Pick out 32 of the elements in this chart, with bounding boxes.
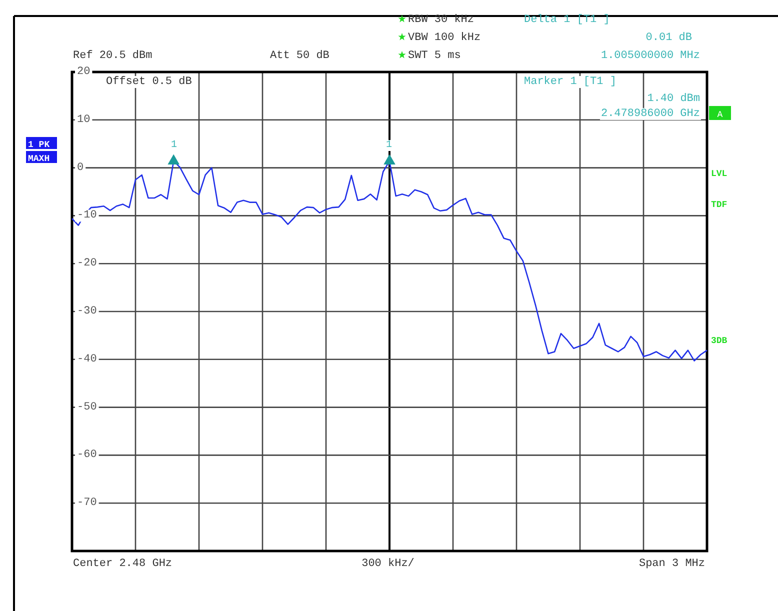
text: Delta 1 [T1 ]	[524, 14, 610, 26]
y-tick-label: -40	[77, 353, 97, 366]
y-tick-label: -60	[77, 449, 97, 462]
text: 0.01 dB	[646, 32, 692, 44]
text: SWT 5 ms	[408, 50, 461, 62]
y-tick-label: -20	[77, 258, 97, 270]
text: A	[717, 110, 724, 120]
annotation: 1	[386, 140, 392, 151]
text: VBW 100 kHz	[408, 32, 481, 44]
annotation: 1.40 dBm	[647, 93, 700, 105]
text: Center 2.48 GHz	[73, 558, 172, 570]
y-tick-label: 20	[77, 66, 90, 78]
y-tick-label: 0	[77, 162, 84, 174]
text: Span 3 MHz	[638, 558, 705, 570]
text: 1.005000000 MHz	[600, 50, 700, 62]
text: 3DB	[711, 336, 728, 346]
y-tick-label: 10	[77, 114, 90, 126]
text: TDF	[711, 200, 728, 210]
text: LVL	[711, 169, 728, 179]
y-tick-label: -70	[77, 497, 97, 510]
annotation: 2.478986000 GHz	[600, 108, 700, 120]
text: 1 PK	[28, 140, 50, 150]
text: Att 50 dB	[270, 50, 330, 62]
y-tick-label: -50	[77, 401, 97, 414]
annotation: Marker 1 [T1 ]	[524, 76, 616, 88]
text: MAXH	[28, 154, 50, 164]
annotation: Offset 0.5 dB	[106, 76, 192, 88]
y-tick-label: -30	[77, 306, 97, 318]
text: 300 kHz/	[362, 558, 414, 570]
annotation: 1	[170, 140, 178, 151]
text: Ref 20.5 dBm	[73, 50, 153, 62]
text: RBW 30 kHz	[408, 14, 474, 26]
